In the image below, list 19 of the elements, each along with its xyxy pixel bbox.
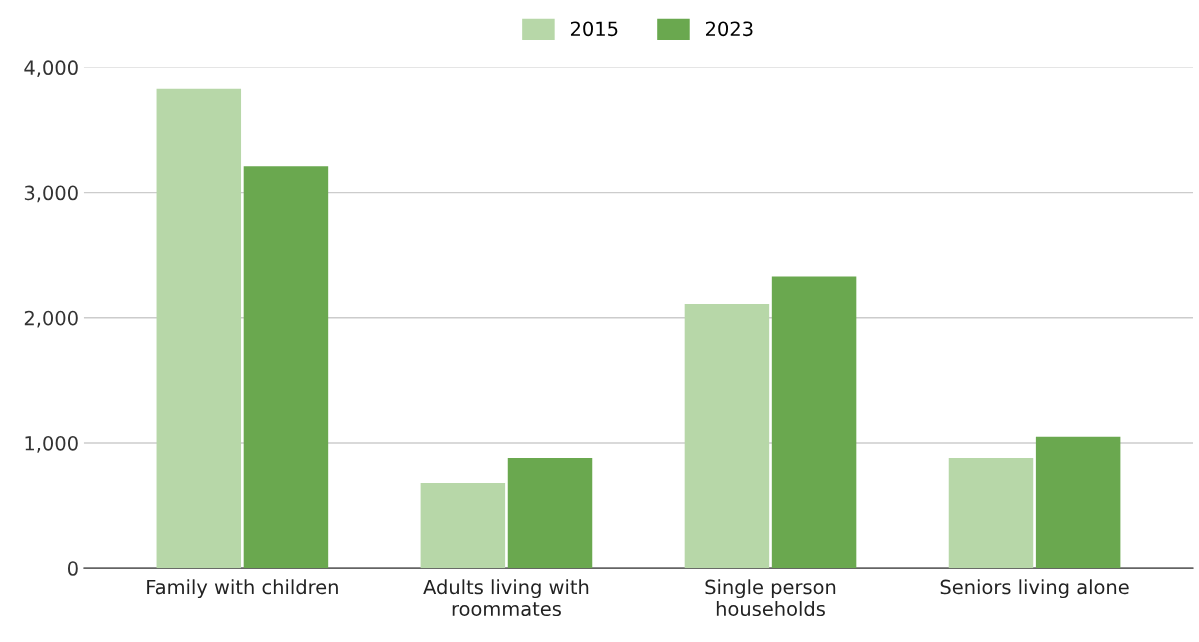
x-tick-label: Adults living with roommates [423, 579, 589, 617]
y-tick-label: 4,000 [24, 60, 78, 78]
y-tick-label: 3,000 [24, 185, 78, 203]
x-tick-label: Family with children [147, 579, 338, 599]
y-tick-label: 0 [67, 561, 78, 576]
bar [684, 304, 770, 569]
bar [156, 88, 242, 569]
y-tick-label: 2,000 [24, 310, 78, 328]
legend-label: 2015 [570, 21, 618, 37]
bar [243, 166, 329, 569]
y-tick-label: 1,000 [25, 435, 78, 453]
bar [420, 483, 506, 569]
legend-label: 2023 [706, 21, 753, 37]
x-tick-label: Single person households [705, 579, 836, 617]
x-tick-label: Seniors living alone [940, 579, 1129, 599]
bar [771, 276, 857, 569]
bar [1035, 436, 1121, 569]
bar [507, 458, 593, 569]
bar [948, 458, 1034, 569]
